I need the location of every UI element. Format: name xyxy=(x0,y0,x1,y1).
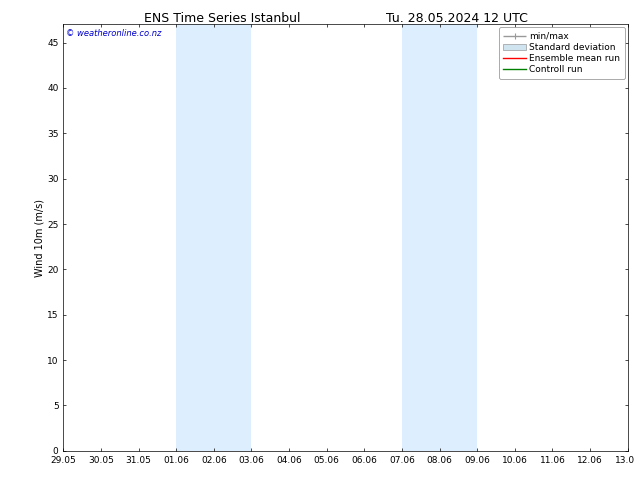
Text: Tu. 28.05.2024 12 UTC: Tu. 28.05.2024 12 UTC xyxy=(385,12,527,25)
Bar xyxy=(176,24,252,451)
Y-axis label: Wind 10m (m/s): Wind 10m (m/s) xyxy=(34,198,44,277)
Legend: min/max, Standard deviation, Ensemble mean run, Controll run: min/max, Standard deviation, Ensemble me… xyxy=(499,27,625,79)
Text: © weatheronline.co.nz: © weatheronline.co.nz xyxy=(66,29,162,38)
Bar xyxy=(402,24,477,451)
Text: ENS Time Series Istanbul: ENS Time Series Istanbul xyxy=(144,12,300,25)
